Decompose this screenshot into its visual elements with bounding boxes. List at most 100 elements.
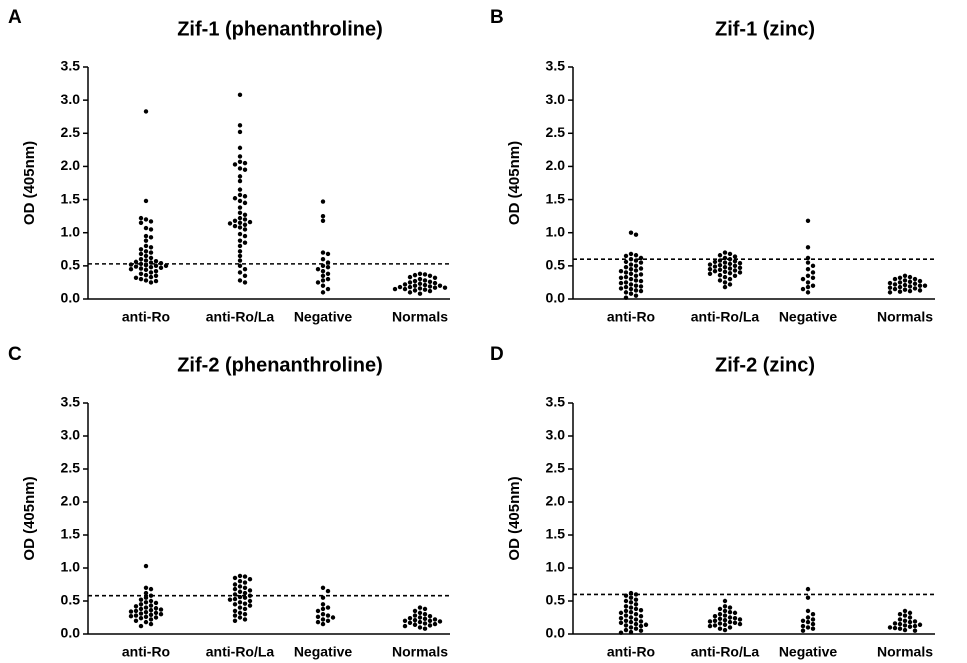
- data-dot: [242, 580, 248, 585]
- data-dot: [148, 227, 154, 232]
- data-dot: [422, 626, 428, 631]
- data-dot: [432, 285, 438, 290]
- data-dot: [143, 243, 149, 249]
- data-dot: [907, 288, 913, 294]
- data-dot: [800, 623, 806, 629]
- data-dot: [810, 283, 816, 288]
- data-dot: [138, 220, 144, 225]
- data-dot: [407, 274, 413, 280]
- data-dot: [237, 610, 243, 616]
- data-dot: [717, 253, 723, 258]
- data-dot: [320, 199, 326, 204]
- data-dot: [623, 270, 629, 275]
- data-dot: [242, 617, 248, 622]
- data-dot: [805, 273, 811, 278]
- data-dot: [638, 284, 644, 289]
- data-dot: [320, 278, 326, 283]
- data-dot: [153, 273, 159, 278]
- x-tick-label: anti-Ro: [122, 644, 170, 660]
- x-tick-label: anti-Ro/La: [691, 309, 760, 325]
- data-dot: [158, 612, 164, 617]
- data-dot: [148, 235, 154, 240]
- data-dot: [722, 280, 728, 285]
- data-dot: [897, 275, 903, 280]
- panel-letter: D: [490, 344, 504, 365]
- data-dot: [153, 600, 159, 606]
- data-dot: [143, 267, 149, 273]
- y-tick-label: 2.0: [546, 493, 566, 509]
- x-tick-label: Normals: [877, 309, 933, 325]
- data-dot: [805, 290, 811, 295]
- data-dot: [148, 255, 154, 261]
- y-tick-label: 3.5: [546, 58, 566, 74]
- data-dot: [902, 287, 908, 292]
- data-dot: [237, 225, 243, 230]
- data-dot: [148, 586, 154, 592]
- data-dot: [727, 270, 733, 276]
- panel-letter: A: [8, 7, 22, 28]
- data-dot: [638, 613, 644, 619]
- data-dot: [618, 630, 624, 635]
- data-dot: [912, 628, 918, 633]
- data-dot: [237, 210, 243, 216]
- data-dot: [242, 194, 248, 199]
- data-dot: [148, 612, 154, 618]
- data-dot: [412, 622, 418, 627]
- data-dot: [138, 271, 144, 277]
- data-dot: [633, 278, 639, 283]
- data-dot: [912, 276, 918, 282]
- data-dot: [320, 283, 326, 288]
- data-dot: [623, 290, 629, 295]
- y-tick-label: 3.0: [61, 427, 81, 443]
- data-dot: [138, 251, 144, 257]
- data-dot: [237, 231, 243, 237]
- data-dot: [633, 293, 639, 298]
- data-dot: [153, 278, 159, 284]
- data-dot: [628, 610, 634, 615]
- data-dot: [907, 619, 913, 625]
- data-dot: [325, 618, 331, 623]
- data-dot: [907, 274, 913, 280]
- data-dot: [427, 288, 433, 294]
- data-dot: [422, 282, 428, 288]
- data-dot: [153, 263, 159, 269]
- data-dot: [143, 595, 149, 600]
- data-dot: [912, 619, 918, 624]
- data-dot: [320, 218, 326, 223]
- data-dot: [412, 278, 418, 284]
- data-dot: [417, 281, 423, 286]
- data-dot: [320, 617, 326, 622]
- data-dot: [402, 286, 408, 292]
- data-dot: [432, 617, 438, 622]
- data-dot: [805, 586, 811, 592]
- data-dot: [237, 615, 243, 620]
- data-dot: [247, 598, 253, 604]
- data-dot: [417, 615, 423, 620]
- data-dot: [412, 613, 418, 618]
- y-tick-label: 0.0: [546, 625, 566, 641]
- data-dot: [717, 278, 723, 283]
- y-tick-label: 3.5: [61, 58, 81, 74]
- data-dot: [732, 263, 738, 269]
- data-dot: [810, 275, 816, 280]
- data-dot: [707, 262, 713, 267]
- data-dot: [138, 615, 144, 621]
- data-dot: [902, 278, 908, 283]
- data-dot: [143, 585, 149, 590]
- data-dot: [912, 281, 918, 286]
- data-dot: [717, 262, 723, 268]
- data-dot: [247, 577, 253, 582]
- data-dot: [143, 238, 149, 243]
- data-dot: [618, 280, 624, 286]
- data-dot: [148, 621, 154, 627]
- data-dot: [712, 613, 718, 619]
- data-dot: [722, 617, 728, 623]
- data-dot: [247, 219, 253, 225]
- data-dot: [232, 596, 238, 602]
- data-dot: [737, 621, 743, 627]
- data-dot: [892, 621, 898, 626]
- data-dot: [232, 602, 238, 607]
- data-dot: [633, 626, 639, 631]
- data-dot: [242, 227, 248, 232]
